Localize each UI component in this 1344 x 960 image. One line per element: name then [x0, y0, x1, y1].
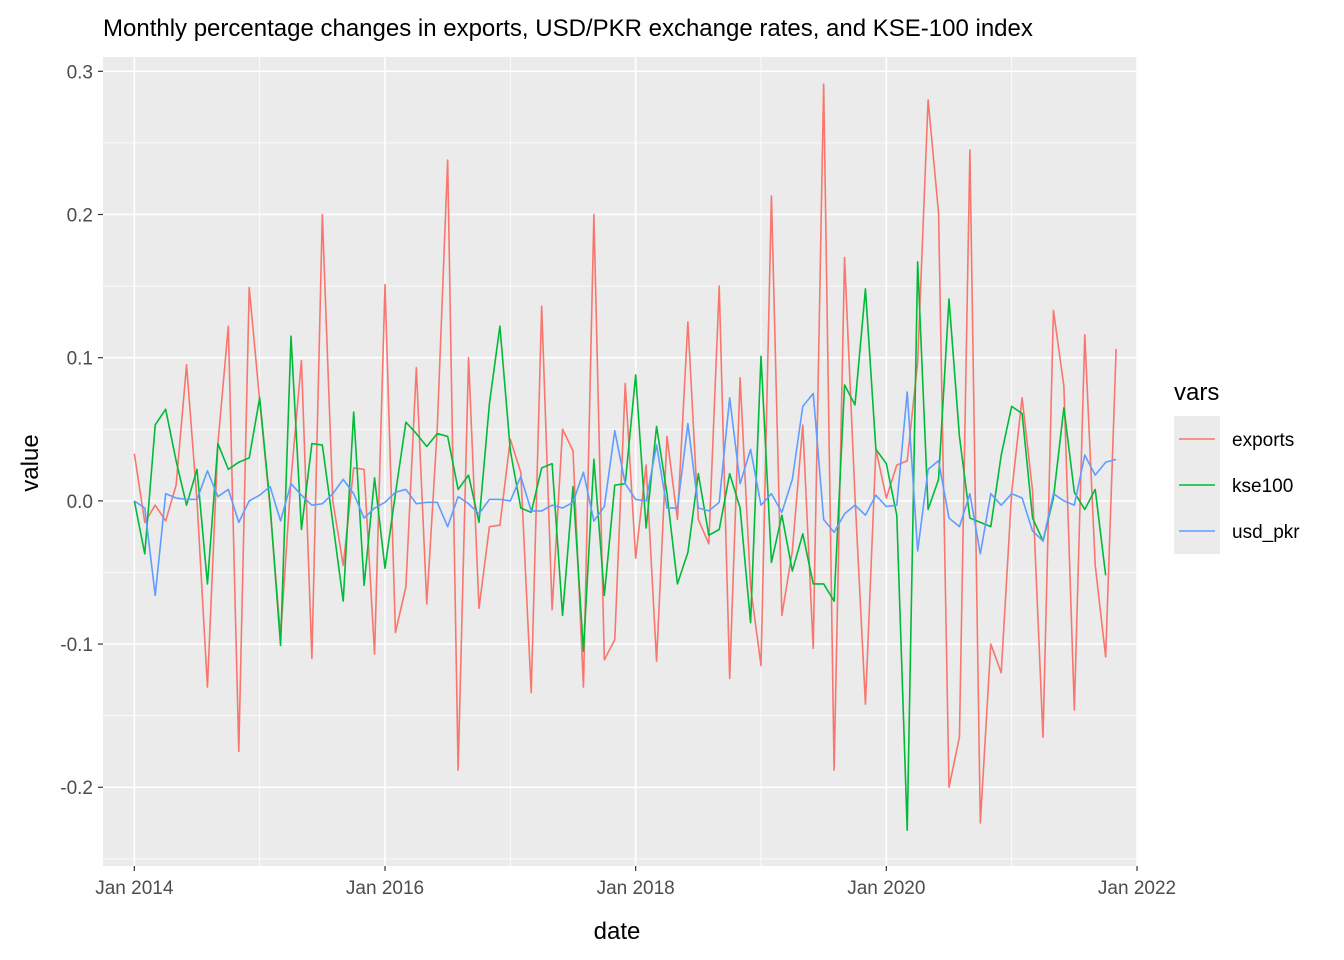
y-axis: -0.2 -0.1 0.0 0.1 0.2 0.3: [60, 62, 103, 799]
y-tick-label: 0.2: [67, 206, 93, 227]
legend-item-usd-pkr: usd_pkr: [1174, 508, 1300, 554]
legend-label: exports: [1232, 430, 1294, 451]
plot-panel: [103, 57, 1137, 866]
y-tick-label: -0.2: [60, 778, 93, 799]
x-axis-title: date: [594, 918, 641, 945]
x-axis: Jan 2014 Jan 2016 Jan 2018 Jan 2020 Jan 2022: [95, 866, 1176, 899]
series-line-exports: [133, 83, 1117, 824]
x-tick-label: Jan 2016: [346, 878, 424, 899]
series-lines: [133, 83, 1117, 832]
y-tick-label: 0.1: [67, 349, 93, 370]
x-tick-label: Jan 2020: [847, 878, 925, 899]
legend-title: vars: [1174, 379, 1219, 406]
legend-item-exports: exports: [1174, 416, 1294, 462]
y-tick-label: 0.3: [67, 62, 93, 83]
legend-label: kse100: [1232, 476, 1293, 497]
legend: vars exports kse100 usd_pkr: [1174, 379, 1300, 554]
legend-item-kse100: kse100: [1174, 462, 1293, 508]
y-tick-label: -0.1: [60, 635, 93, 656]
x-tick-label: Jan 2014: [95, 878, 174, 899]
y-axis-title: value: [17, 434, 44, 491]
series-line-usd-pkr: [133, 391, 1117, 597]
legend-label: usd_pkr: [1232, 522, 1300, 543]
series-line-kse100: [133, 260, 1107, 832]
x-tick-label: Jan 2018: [597, 878, 675, 899]
y-tick-label: 0.0: [67, 492, 93, 513]
x-tick-label: Jan 2022: [1098, 878, 1176, 899]
chart-title: Monthly percentage changes in exports, U…: [103, 15, 1033, 42]
